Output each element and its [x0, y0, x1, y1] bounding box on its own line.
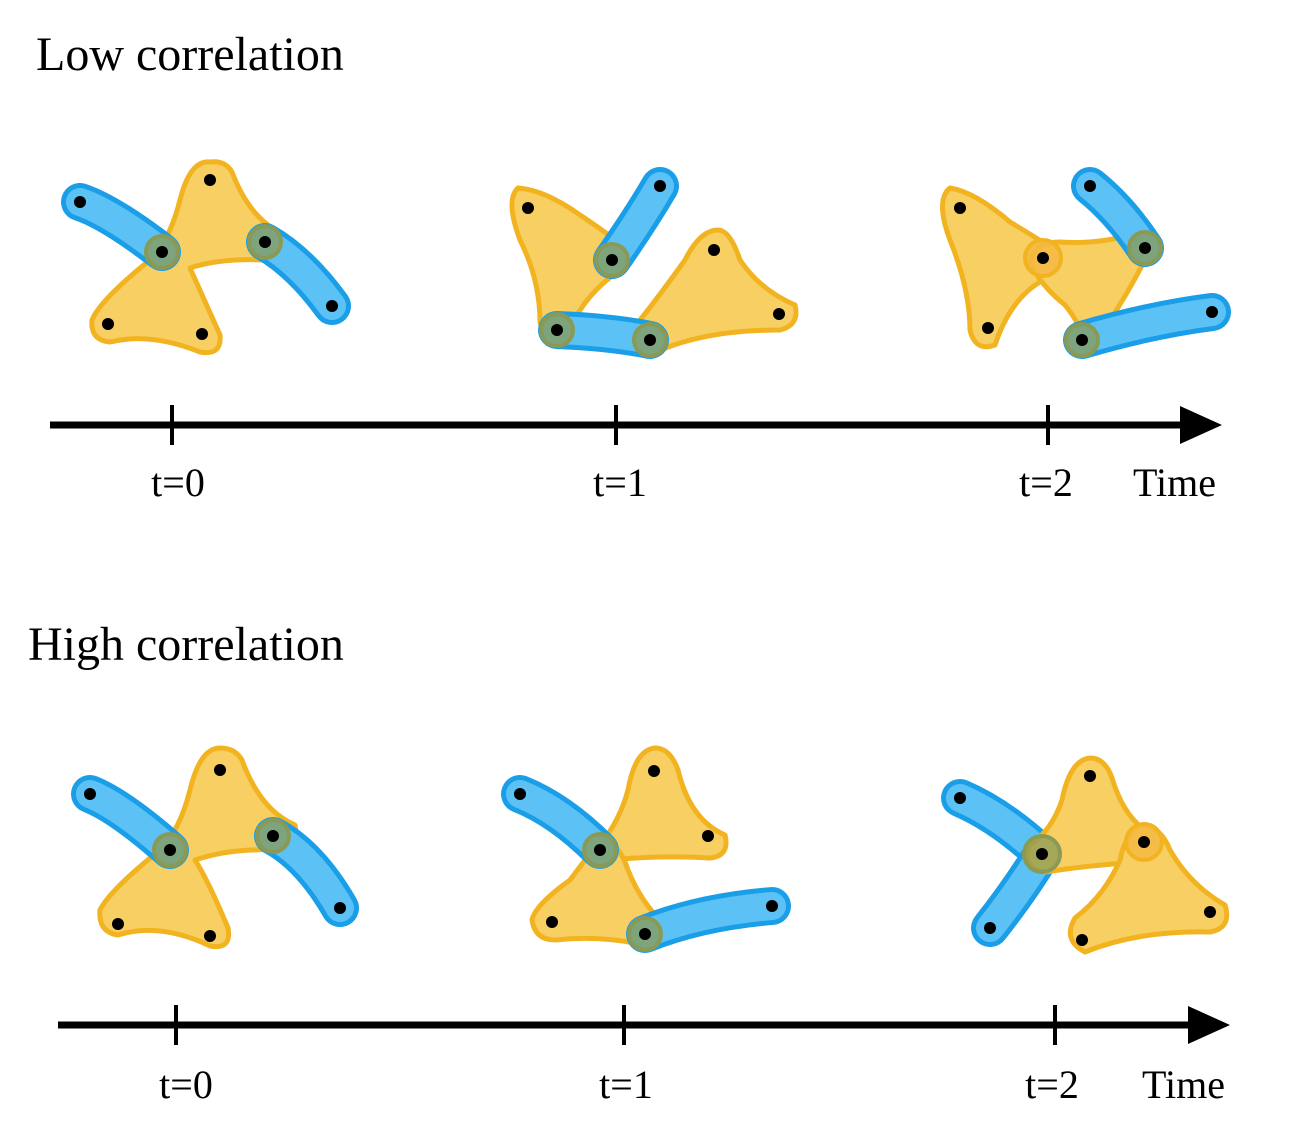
- time-axis-low: t=0 t=1 t=2 Time: [50, 405, 1222, 505]
- node: [204, 930, 216, 942]
- hyperedge-triangle: [529, 837, 664, 948]
- node: [267, 830, 279, 842]
- node: [204, 174, 216, 186]
- hyperedge-triangle: [509, 185, 631, 344]
- node: [766, 900, 778, 912]
- tick-label-t2: t=2: [1025, 1062, 1079, 1107]
- node: [326, 300, 338, 312]
- node: [702, 830, 714, 842]
- time-axis-high: t=0 t=1 t=2 Time: [58, 1005, 1230, 1107]
- node: [654, 180, 666, 192]
- hyperedge-triangle: [1067, 822, 1230, 955]
- node: [1139, 242, 1151, 254]
- tick-label-t1: t=1: [593, 460, 647, 505]
- arrow-head-icon: [1188, 1006, 1230, 1044]
- snapshot-low-t2: [940, 167, 1231, 359]
- node: [594, 844, 606, 856]
- axis-label-time: Time: [1133, 460, 1216, 505]
- hyperedge-triangle: [594, 745, 729, 863]
- node: [551, 324, 563, 336]
- snapshot-low-t0: [61, 159, 351, 356]
- node: [1037, 252, 1049, 264]
- node: [214, 764, 226, 776]
- node: [773, 308, 785, 320]
- node: [984, 922, 996, 934]
- arrow-head-icon: [1180, 406, 1222, 444]
- node: [334, 902, 346, 914]
- node: [522, 202, 534, 214]
- snapshot-high-t0: [71, 745, 359, 950]
- node: [514, 788, 526, 800]
- snapshot-low-t1: [509, 167, 799, 359]
- node: [648, 765, 660, 777]
- snapshot-high-t2: [941, 755, 1230, 955]
- panel-title-low: Low correlation: [36, 28, 344, 81]
- snapshot-high-t1: [501, 745, 791, 953]
- node: [1084, 770, 1096, 782]
- node: [74, 196, 86, 208]
- node: [102, 318, 114, 330]
- node: [1076, 334, 1088, 346]
- tick-label-t1: t=1: [599, 1062, 653, 1107]
- tick-label-t0: t=0: [159, 1062, 213, 1107]
- axis-label-time: Time: [1142, 1062, 1225, 1107]
- tick-label-t2: t=2: [1019, 460, 1073, 505]
- node: [196, 328, 208, 340]
- panel-low-correlation: Low correlation: [36, 28, 1231, 505]
- node: [156, 246, 168, 258]
- node: [84, 788, 96, 800]
- node: [708, 244, 720, 256]
- node: [954, 792, 966, 804]
- node: [639, 928, 651, 940]
- node: [954, 202, 966, 214]
- node: [259, 236, 271, 248]
- node: [1084, 180, 1096, 192]
- node: [606, 254, 618, 266]
- hyperedge-triangle: [940, 185, 1059, 350]
- panel-high-correlation: High correlation: [28, 618, 1230, 1107]
- node: [982, 322, 994, 334]
- node: [1204, 906, 1216, 918]
- node: [112, 918, 124, 930]
- node: [1076, 934, 1088, 946]
- node: [644, 334, 656, 346]
- node: [546, 916, 558, 928]
- tick-label-t0: t=0: [151, 460, 205, 505]
- node: [1206, 306, 1218, 318]
- hyperedge-triangle: [631, 227, 799, 358]
- node: [164, 844, 176, 856]
- panel-title-high: High correlation: [28, 618, 344, 671]
- node: [1138, 836, 1150, 848]
- node: [1036, 848, 1048, 860]
